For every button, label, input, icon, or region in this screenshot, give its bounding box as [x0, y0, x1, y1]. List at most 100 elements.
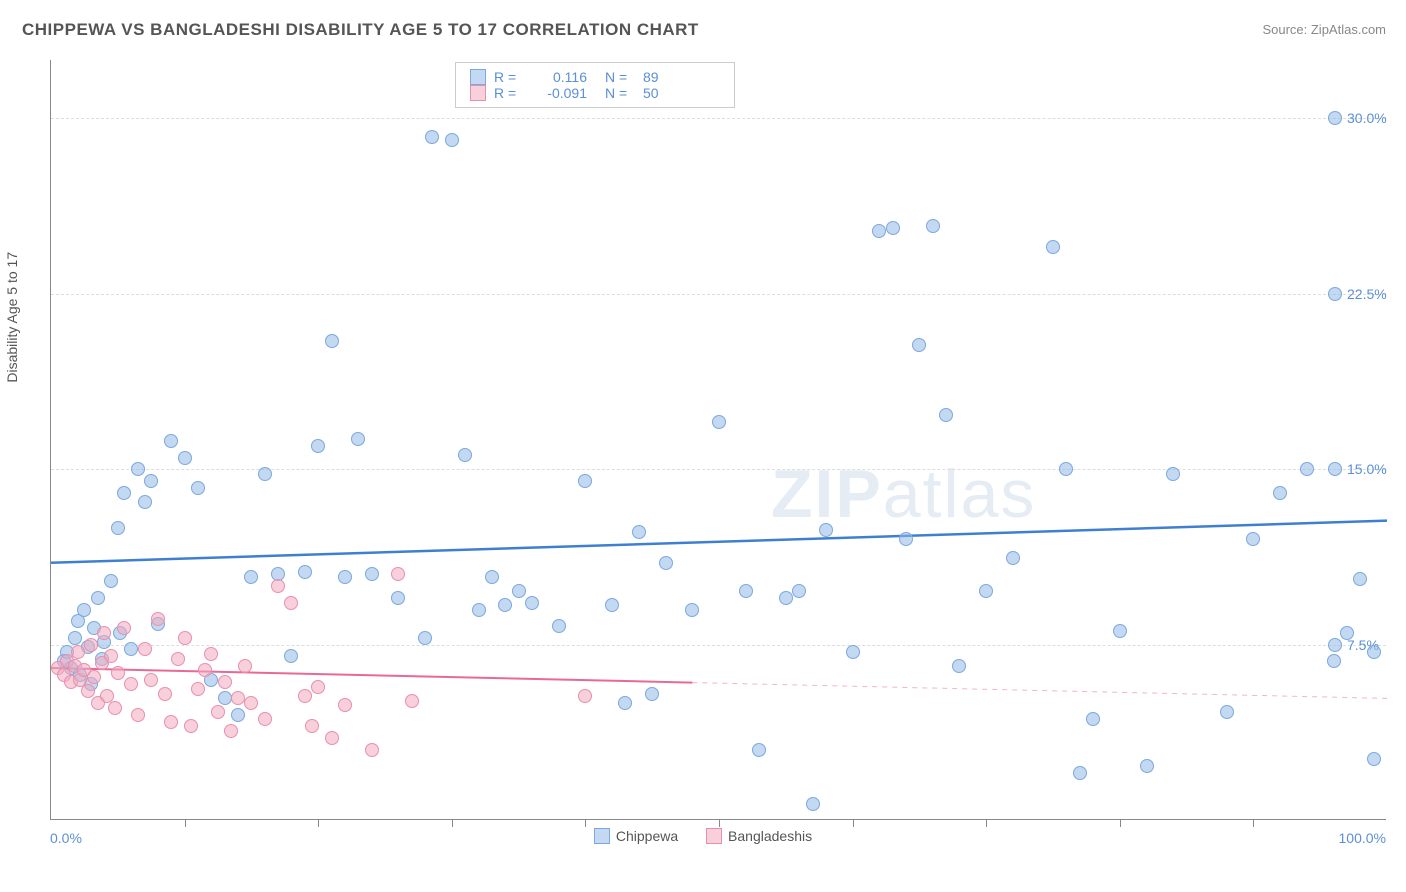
point-chippewa — [806, 797, 820, 811]
point-chippewa — [752, 743, 766, 757]
point-chippewa — [1140, 759, 1154, 773]
point-bangladeshis — [284, 596, 298, 610]
r-label: R = — [494, 69, 524, 85]
legend-item-bangladeshis: Bangladeshis — [706, 828, 812, 844]
point-chippewa — [739, 584, 753, 598]
point-chippewa — [104, 574, 118, 588]
point-chippewa — [899, 532, 913, 546]
point-chippewa — [926, 219, 940, 233]
x-tick — [1253, 819, 1254, 827]
point-chippewa — [117, 486, 131, 500]
point-chippewa — [979, 584, 993, 598]
point-chippewa — [1086, 712, 1100, 726]
point-chippewa — [1327, 654, 1341, 668]
point-chippewa — [258, 467, 272, 481]
point-bangladeshis — [198, 663, 212, 677]
point-bangladeshis — [104, 649, 118, 663]
n-label: N = — [605, 85, 635, 101]
point-bangladeshis — [365, 743, 379, 757]
point-chippewa — [218, 691, 232, 705]
point-bangladeshis — [158, 687, 172, 701]
point-chippewa — [779, 591, 793, 605]
point-bangladeshis — [218, 675, 232, 689]
series-legend: Chippewa Bangladeshis — [0, 828, 1406, 847]
point-chippewa — [712, 415, 726, 429]
point-chippewa — [351, 432, 365, 446]
point-chippewa — [111, 521, 125, 535]
legend-swatch-bangladeshis-icon — [706, 828, 722, 844]
point-bangladeshis — [391, 567, 405, 581]
legend-label-chippewa: Chippewa — [616, 828, 678, 844]
trend-line-chippewa — [51, 521, 1387, 563]
point-bangladeshis — [178, 631, 192, 645]
point-chippewa — [191, 481, 205, 495]
point-chippewa — [632, 525, 646, 539]
point-bangladeshis — [311, 680, 325, 694]
point-chippewa — [939, 408, 953, 422]
point-chippewa — [138, 495, 152, 509]
point-bangladeshis — [131, 708, 145, 722]
point-bangladeshis — [325, 731, 339, 745]
point-chippewa — [1367, 645, 1381, 659]
point-bangladeshis — [144, 673, 158, 687]
point-bangladeshis — [97, 626, 111, 640]
point-chippewa — [1220, 705, 1234, 719]
point-bangladeshis — [298, 689, 312, 703]
point-chippewa — [1006, 551, 1020, 565]
point-chippewa — [605, 598, 619, 612]
x-tick — [1120, 819, 1121, 827]
x-tick — [853, 819, 854, 827]
point-bangladeshis — [164, 715, 178, 729]
point-chippewa — [886, 221, 900, 235]
point-chippewa — [338, 570, 352, 584]
legend-item-chippewa: Chippewa — [594, 828, 678, 844]
point-bangladeshis — [171, 652, 185, 666]
point-bangladeshis — [405, 694, 419, 708]
point-chippewa — [178, 451, 192, 465]
chart-container: CHIPPEWA VS BANGLADESHI DISABILITY AGE 5… — [0, 0, 1406, 892]
point-chippewa — [425, 130, 439, 144]
point-chippewa — [244, 570, 258, 584]
point-bangladeshis — [238, 659, 252, 673]
point-bangladeshis — [117, 621, 131, 635]
point-chippewa — [472, 603, 486, 617]
point-chippewa — [77, 603, 91, 617]
r-value-bangladeshis: -0.091 — [532, 85, 587, 101]
point-chippewa — [1367, 752, 1381, 766]
point-chippewa — [552, 619, 566, 633]
y-axis-title: Disability Age 5 to 17 — [4, 252, 20, 383]
point-chippewa — [365, 567, 379, 581]
point-bangladeshis — [204, 647, 218, 661]
legend-row-chippewa: R = 0.116 N = 89 — [470, 69, 720, 85]
point-chippewa — [1246, 532, 1260, 546]
point-chippewa — [284, 649, 298, 663]
point-chippewa — [1273, 486, 1287, 500]
legend-swatch-chippewa-icon — [594, 828, 610, 844]
point-bangladeshis — [111, 666, 125, 680]
point-chippewa — [164, 434, 178, 448]
n-value-chippewa: 89 — [643, 69, 659, 85]
x-tick — [585, 819, 586, 827]
point-chippewa — [618, 696, 632, 710]
plot-area: ZIPatlas 7.5%15.0%22.5%30.0% — [50, 60, 1386, 820]
point-chippewa — [391, 591, 405, 605]
point-chippewa — [792, 584, 806, 598]
point-bangladeshis — [124, 677, 138, 691]
x-tick — [318, 819, 319, 827]
point-bangladeshis — [191, 682, 205, 696]
point-chippewa — [819, 523, 833, 537]
chart-title: CHIPPEWA VS BANGLADESHI DISABILITY AGE 5… — [22, 20, 699, 40]
point-bangladeshis — [84, 638, 98, 652]
trend-line-bangladeshis-dashed — [692, 683, 1387, 699]
source-label: Source: ZipAtlas.com — [1262, 22, 1386, 37]
point-bangladeshis — [231, 691, 245, 705]
point-chippewa — [68, 631, 82, 645]
point-chippewa — [1166, 467, 1180, 481]
point-bangladeshis — [271, 579, 285, 593]
point-chippewa — [645, 687, 659, 701]
point-bangladeshis — [244, 696, 258, 710]
point-chippewa — [872, 224, 886, 238]
point-chippewa — [512, 584, 526, 598]
point-chippewa — [485, 570, 499, 584]
point-chippewa — [1353, 572, 1367, 586]
